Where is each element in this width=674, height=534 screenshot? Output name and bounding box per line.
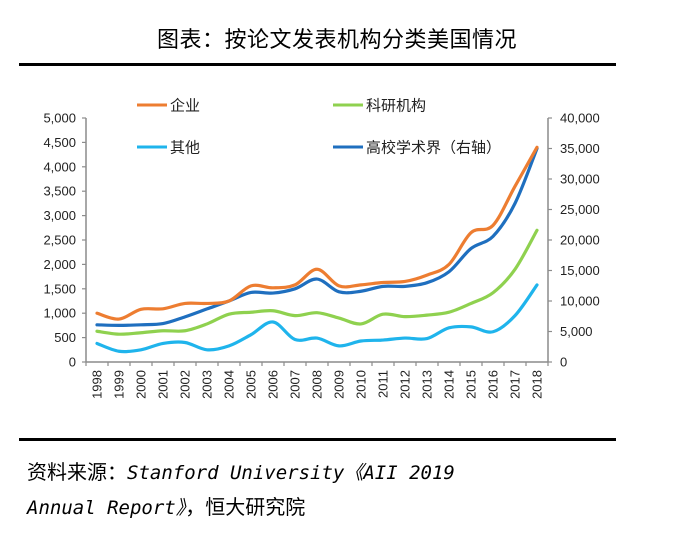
x-tick-label: 2006: [266, 370, 281, 399]
legend-label: 科研机构: [366, 97, 426, 115]
title-divider: [19, 63, 616, 66]
source-note: 资料来源：Stanford University《AII 2019 Annual…: [27, 455, 455, 525]
left-tick-label: 1,500: [43, 281, 76, 296]
left-tick-label: 4,000: [43, 159, 76, 174]
left-tick-label: 3,500: [43, 184, 76, 199]
x-tick-label: 2014: [442, 370, 457, 399]
legend-item: 企业: [137, 97, 200, 115]
right-tick-label: 10,000: [560, 294, 600, 309]
x-tick-label: 2008: [310, 370, 325, 399]
right-tick-label: 5,000: [560, 324, 593, 339]
line-chart: 0 500 1,000 1,500 2,000 2,500 3,000 3,500 4,000 4…: [43, 97, 599, 399]
x-tick-label: 2000: [134, 370, 149, 399]
series-line-enterprise: [95, 145, 539, 321]
right-tick-label: 20,000: [560, 233, 600, 248]
series-line-academia: [95, 146, 539, 327]
left-tick-label: 2,000: [43, 257, 76, 272]
x-tick-label: 2012: [398, 370, 413, 399]
source-english-1: Stanford University《AII 2019: [127, 462, 455, 484]
right-tick-label: 0: [560, 355, 567, 370]
x-tick-label: 2011: [376, 370, 391, 398]
x-tick-label: 2017: [508, 370, 523, 399]
x-tick-label: 2015: [464, 370, 479, 399]
legend-label: 企业: [170, 97, 200, 115]
chart-title: 图表：按论文发表机构分类美国情况: [156, 28, 517, 53]
axes: 0 500 1,000 1,500 2,000 2,500 3,000 3,500 4,000 4…: [43, 111, 599, 399]
x-tick-label: 2013: [420, 370, 435, 399]
left-tick-label: 4,500: [43, 135, 76, 150]
legend-item: 高校学术界（右轴）: [333, 139, 501, 157]
right-tick-label: 25,000: [560, 202, 600, 217]
source-english-2: Annual Report》: [27, 497, 186, 519]
x-tick-label: 1999: [112, 370, 127, 399]
series-line-research: [95, 228, 539, 336]
x-tick-label: 2002: [178, 370, 193, 399]
left-tick-label: 2,500: [43, 233, 76, 248]
left-tick-label: 1,000: [43, 306, 76, 321]
left-tick-label: 0: [69, 355, 76, 370]
x-tick-label: 2004: [222, 370, 237, 399]
x-tick-label: 2005: [244, 370, 259, 399]
legend-label: 其他: [170, 139, 200, 157]
left-tick-label: 500: [54, 330, 76, 345]
x-tick-label: 2009: [332, 370, 347, 399]
x-tick-label: 2007: [288, 370, 303, 399]
legend-label: 高校学术界（右轴）: [366, 139, 501, 157]
series-lines: [95, 145, 539, 354]
left-tick-label: 5,000: [43, 111, 76, 126]
right-tick-label: 40,000: [560, 111, 600, 126]
x-tick-label: 2001: [156, 370, 171, 399]
x-tick-label: 2016: [486, 370, 501, 399]
series-line-other: [95, 283, 539, 354]
right-tick-label: 30,000: [560, 172, 600, 187]
right-tick-label: 15,000: [560, 263, 600, 278]
x-tick-label: 1998: [90, 370, 105, 399]
x-tick-label: 2003: [200, 370, 215, 399]
x-tick-label: 2010: [354, 370, 369, 399]
x-tick-label: 2018: [530, 370, 545, 399]
source-suffix: ，恒大研究院: [185, 495, 306, 519]
legend-item: 其他: [137, 139, 200, 157]
right-tick-label: 35,000: [560, 141, 600, 156]
source-prefix: 资料来源：: [27, 460, 127, 484]
source-divider: [19, 438, 616, 441]
legend-item: 科研机构: [333, 97, 426, 115]
left-tick-label: 3,000: [43, 208, 76, 223]
